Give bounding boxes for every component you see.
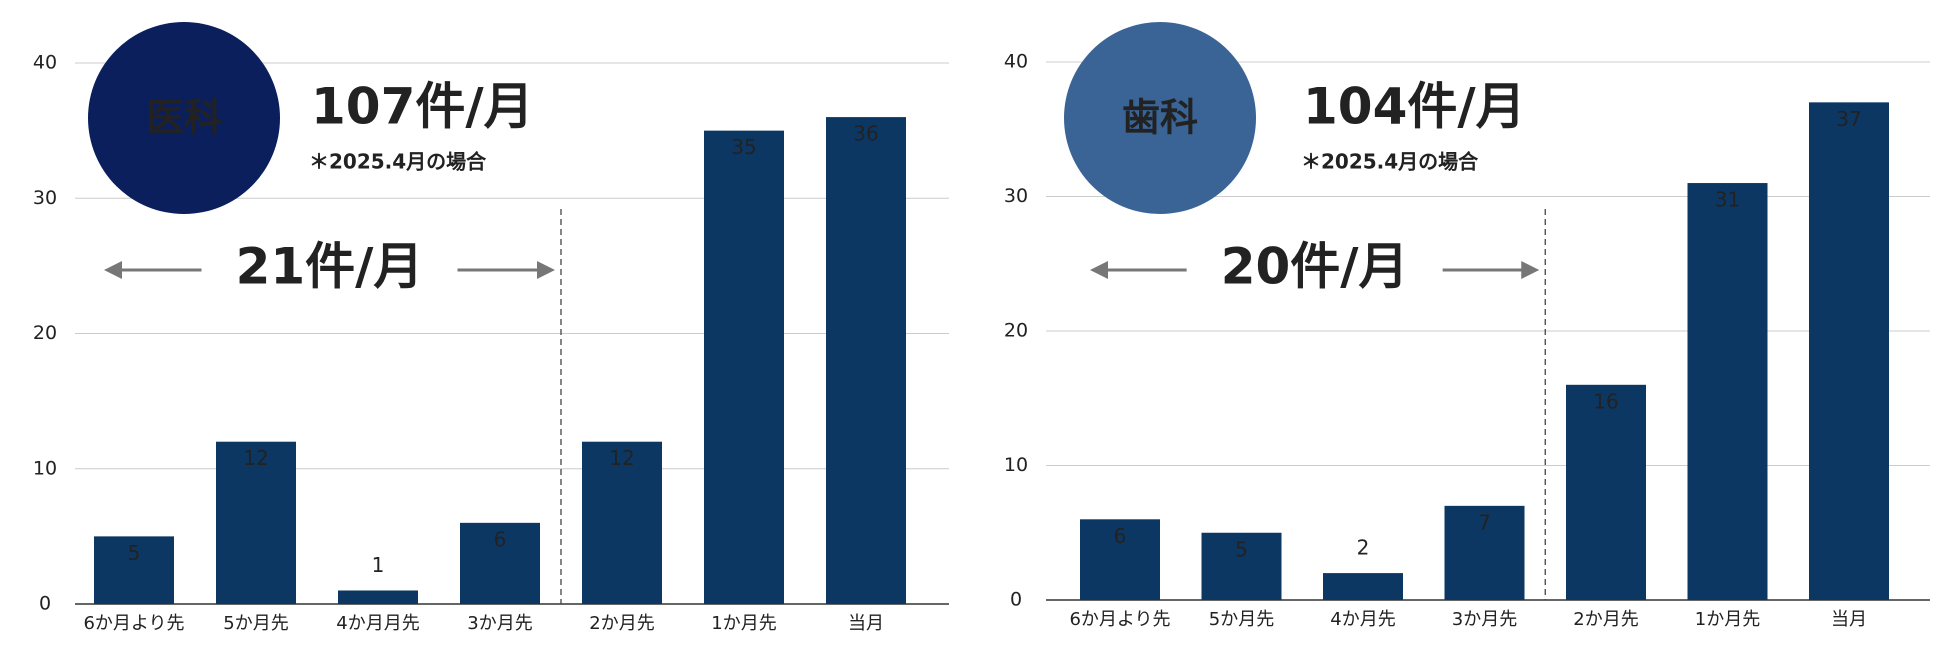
data-label: 2 [1357,536,1370,560]
x-tick-label: 4か月先 [1330,609,1395,630]
y-tick-label: 40 [33,52,57,74]
bar [582,441,662,604]
data-label: 36 [853,122,878,146]
data-label: 16 [1593,389,1618,413]
data-label: 35 [731,135,756,159]
y-tick-label: 10 [1004,454,1028,476]
x-tick-label: 1か月先 [711,613,776,634]
data-label: 31 [1715,188,1740,212]
y-tick-label: 0 [1010,589,1022,611]
bar [1809,102,1889,600]
bar [1201,532,1282,600]
bar [826,117,906,604]
data-label: 37 [1836,107,1861,131]
x-tick-label: 1か月先 [1695,609,1760,630]
x-tick-label: 2か月先 [589,613,654,634]
bar [1566,384,1646,600]
badge-label: 医科 [146,96,222,140]
data-label: 6 [1114,524,1127,548]
arrow-head [1090,261,1108,279]
y-tick-label: 30 [33,187,57,209]
y-tick-label: 20 [1004,320,1028,342]
x-tick-label: 5か月先 [223,613,288,634]
y-tick-label: 30 [1004,185,1028,207]
data-label: 5 [128,541,141,565]
note: ＊2025.4月の場合 [1301,150,1479,174]
x-tick-label: 当月 [848,613,884,634]
y-tick-label: 10 [33,457,57,479]
bar [1444,505,1525,600]
y-tick-label: 20 [33,322,57,344]
annotation: 20件/月 [1221,238,1409,296]
bar [1080,519,1160,600]
bar [460,522,540,604]
arrow-head [104,261,122,279]
data-label: 7 [1478,510,1491,534]
bar [216,441,296,604]
y-tick-label: 40 [1004,51,1028,73]
headline: 107件/月 [311,78,534,136]
data-label: 1 [372,553,385,577]
x-tick-label: 当月 [1831,609,1867,630]
note: ＊2025.4月の場合 [309,150,487,174]
badge-label: 歯科 [1122,96,1198,140]
data-label: 5 [1235,537,1248,561]
bar [704,130,784,604]
data-label: 12 [609,446,634,470]
bar [1687,183,1768,601]
arrow-head [537,261,555,279]
x-tick-label: 6か月より先 [83,613,184,634]
x-tick-label: 3か月先 [467,613,532,634]
bar [94,536,174,604]
x-tick-label: 3か月先 [1452,609,1517,630]
bar [338,590,418,604]
badge-circle [1064,22,1256,214]
data-label: 12 [243,446,268,470]
y-tick-label: 0 [39,593,51,615]
x-tick-label: 4か月月先 [336,613,419,634]
data-label: 6 [494,527,507,551]
x-tick-label: 6か月より先 [1069,609,1170,630]
x-tick-label: 2か月先 [1573,609,1638,630]
arrow-head [1521,261,1540,279]
headline: 104件/月 [1303,78,1526,136]
x-tick-label: 5か月先 [1209,609,1274,630]
annotation: 21件/月 [236,238,424,296]
bar [1323,573,1403,600]
badge-circle [88,22,280,214]
